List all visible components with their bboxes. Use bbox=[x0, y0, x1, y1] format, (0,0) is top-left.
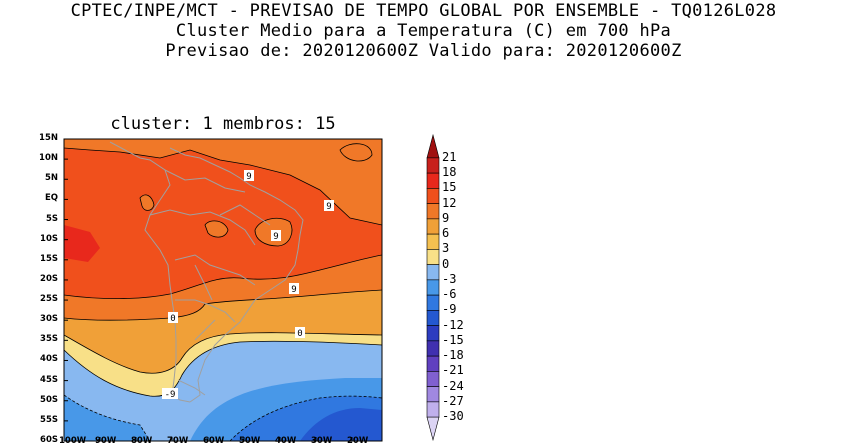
lat-label: 10N bbox=[39, 153, 58, 164]
lon-label: 80W bbox=[131, 436, 153, 446]
colorbar-label: -9 bbox=[442, 302, 457, 317]
colorbar-label: -30 bbox=[442, 409, 464, 424]
colorbar-label: -21 bbox=[442, 363, 464, 378]
lat-label: 50S bbox=[40, 394, 58, 405]
colorbar-segment bbox=[426, 310, 440, 326]
colorbar-segment bbox=[426, 340, 440, 357]
colorbar-segment bbox=[426, 386, 440, 403]
axis-ticks bbox=[63, 138, 353, 442]
lat-label: 40S bbox=[40, 354, 58, 365]
lat-label: 10S bbox=[40, 233, 58, 244]
colorbar-label: -27 bbox=[442, 393, 464, 408]
warm-spot-pacific bbox=[64, 225, 100, 262]
lat-label: 15S bbox=[40, 253, 58, 264]
colorbar-label: 9 bbox=[442, 210, 450, 225]
svg-text:9: 9 bbox=[326, 202, 331, 212]
lat-label: EQ bbox=[44, 193, 58, 204]
colorbar-segment bbox=[426, 249, 440, 265]
contour-label: 9 bbox=[324, 200, 334, 212]
lat-label: 45S bbox=[40, 374, 58, 385]
warm-blob-amazon bbox=[204, 220, 229, 238]
colorbar-segment bbox=[426, 325, 440, 342]
colorbar-segment bbox=[426, 264, 440, 281]
colorbar-segment bbox=[426, 172, 440, 189]
colorbar-segment bbox=[426, 416, 440, 442]
svg-text:0: 0 bbox=[170, 314, 175, 324]
lat-label: 60S bbox=[40, 435, 58, 445]
panel-subtitle: cluster: 1 membros: 15 bbox=[110, 114, 336, 134]
colorbar-label: -6 bbox=[442, 287, 457, 302]
contour-label-group: 9 9 9 9 0 0 -9 bbox=[162, 170, 334, 400]
band-minus12 bbox=[300, 408, 382, 441]
colorbar-label: 18 bbox=[442, 165, 457, 180]
colorbar-label: 0 bbox=[442, 256, 450, 271]
lat-label: 20S bbox=[40, 273, 58, 284]
colorbar-segment bbox=[426, 233, 440, 250]
colorbar-label: 3 bbox=[442, 241, 450, 256]
svg-text:9: 9 bbox=[246, 172, 251, 182]
lat-label: 15N bbox=[39, 133, 58, 143]
contour-label: 9 bbox=[244, 170, 254, 182]
colorbar-segment bbox=[426, 157, 440, 174]
colorbar-label: 15 bbox=[442, 180, 457, 195]
svg-text:0: 0 bbox=[297, 329, 302, 339]
contour-label: 0 bbox=[168, 312, 178, 324]
contour-label: -9 bbox=[162, 388, 178, 400]
colorbar-label: 6 bbox=[442, 226, 450, 241]
colorbar-label: -3 bbox=[442, 271, 457, 286]
temperature-field bbox=[64, 139, 382, 441]
contour-lines bbox=[64, 147, 382, 441]
colorbar-segment bbox=[426, 218, 440, 235]
warm-blob-peru bbox=[139, 194, 155, 211]
svg-text:9: 9 bbox=[291, 285, 296, 295]
contour-label: 9 bbox=[289, 283, 299, 295]
lon-label: 30W bbox=[311, 436, 333, 446]
colorbar-segment bbox=[426, 355, 440, 372]
lon-label: 50W bbox=[239, 436, 261, 446]
lon-label: 40W bbox=[275, 436, 297, 446]
colorbar-segment bbox=[426, 188, 440, 204]
header-title-line1: CPTEC/INPE/MCT - PREVISAO DE TEMPO GLOBA… bbox=[70, 1, 777, 21]
contour-label: 9 bbox=[271, 230, 281, 242]
lon-label: 20W bbox=[347, 436, 369, 446]
band-minus6-west bbox=[64, 395, 150, 441]
lat-label: 5N bbox=[44, 173, 58, 184]
colorbar-label: -24 bbox=[442, 378, 464, 393]
colorbar-label: -18 bbox=[442, 348, 464, 363]
lat-label: 25S bbox=[40, 294, 58, 305]
header-title-line2: Cluster Medio para a Temperatura (C) em … bbox=[175, 21, 672, 41]
colorbar-label: -15 bbox=[442, 332, 464, 347]
lat-label: 55S bbox=[40, 414, 58, 425]
colorbar-segment bbox=[426, 133, 440, 159]
contour-label: 0 bbox=[295, 327, 305, 339]
svg-text:-9: -9 bbox=[165, 390, 176, 400]
lon-label: 60W bbox=[203, 436, 225, 446]
lon-label: 70W bbox=[167, 436, 189, 446]
lon-label: 100W bbox=[59, 436, 87, 446]
warm-blob-atlantic bbox=[339, 143, 373, 162]
colorbar-segment bbox=[426, 371, 440, 387]
lon-label: 90W bbox=[95, 436, 117, 446]
colorbar-segment bbox=[426, 401, 440, 418]
coastlines bbox=[109, 141, 304, 403]
colorbar-label: -12 bbox=[442, 317, 464, 332]
colorbar-segment bbox=[426, 203, 440, 220]
colorbar-label: 21 bbox=[442, 149, 457, 164]
header-title-line3: Previsao de: 2020120600Z Valido para: 20… bbox=[165, 41, 682, 61]
colorbar-segment bbox=[426, 294, 440, 311]
svg-text:9: 9 bbox=[273, 232, 278, 242]
map-frame bbox=[63, 138, 383, 442]
colorbar-segment bbox=[426, 279, 440, 296]
band-north-9 bbox=[64, 139, 382, 225]
colorbar bbox=[426, 133, 440, 442]
lat-label: 30S bbox=[40, 314, 58, 325]
lat-label: 35S bbox=[40, 334, 58, 345]
lat-label: 5S bbox=[45, 213, 58, 224]
colorbar-label: 12 bbox=[442, 195, 457, 210]
